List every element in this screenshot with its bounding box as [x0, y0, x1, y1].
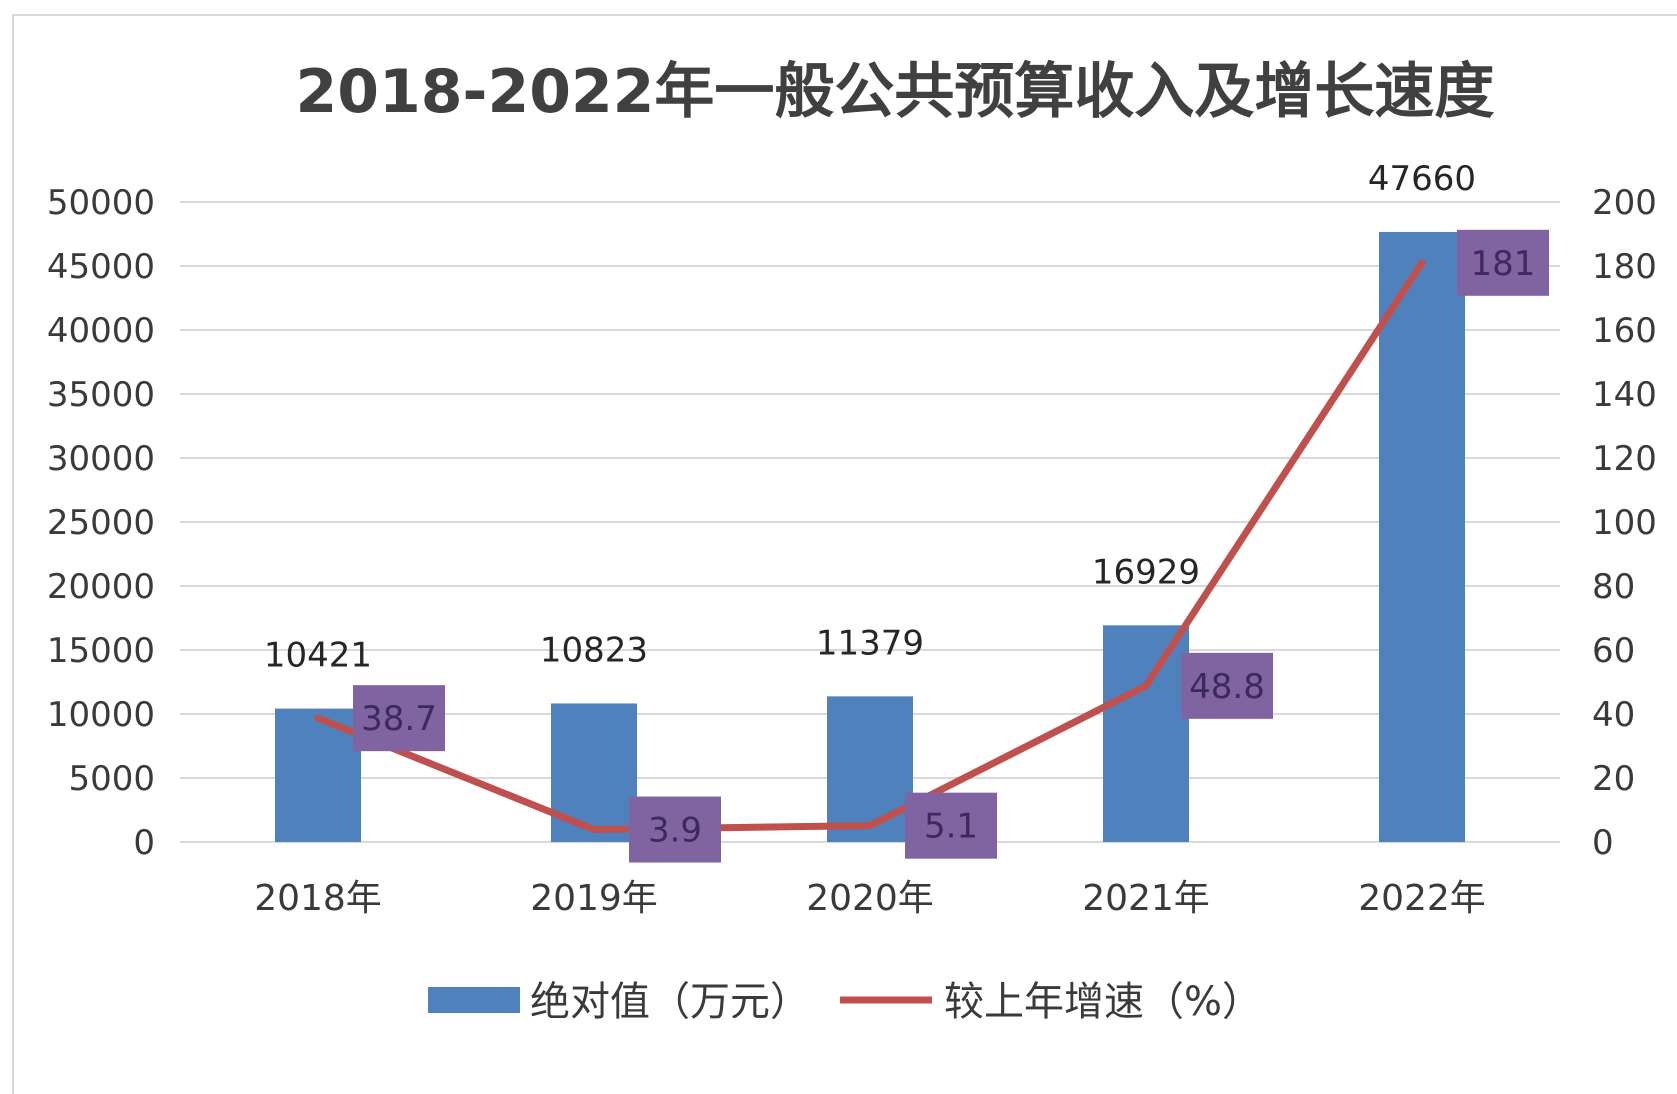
left-tick-label: 40000: [47, 311, 155, 351]
right-tick-label: 40: [1592, 695, 1635, 735]
chart-svg: 2018-2022年一般公共预算收入及增长速度 0 5000 10000 15000 2…: [47, 57, 1657, 1025]
left-tick-label: 20000: [47, 567, 155, 607]
x-axis-ticks: 2018年 2019年 2020年 2021年 2022年: [254, 878, 1486, 919]
legend-label-bar: 绝对值（万元）: [530, 979, 810, 1025]
line-point: [866, 822, 874, 830]
right-tick-label: 100: [1592, 503, 1657, 543]
line-data-label-box: [629, 796, 721, 863]
chart-title: 2018-2022年一般公共预算收入及增长速度: [296, 57, 1495, 127]
x-tick-label: 2018年: [254, 878, 382, 919]
right-tick-label: 180: [1592, 247, 1657, 287]
line-data-label-box: [905, 792, 997, 859]
x-tick-label: 2022年: [1358, 878, 1486, 919]
bar-data-label: 10421: [264, 636, 372, 676]
bar-data-label: 11379: [816, 623, 924, 663]
line-data-label-box: [1181, 652, 1273, 719]
bar-data-labels: 10421 10823 11379 16929 47660: [264, 159, 1476, 676]
left-tick-label: 10000: [47, 695, 155, 735]
left-tick-label: 35000: [47, 375, 155, 415]
line-data-label: 181: [1471, 244, 1536, 284]
line-point: [314, 714, 322, 722]
line-data-label: 48.8: [1189, 667, 1265, 707]
bar: [551, 703, 637, 842]
chart-frame: [12, 14, 1677, 1094]
left-tick-label: 5000: [68, 759, 155, 799]
legend: 绝对值（万元） 较上年增速（%）: [428, 979, 1262, 1025]
x-tick-label: 2021年: [1082, 878, 1210, 919]
left-tick-label: 25000: [47, 503, 155, 543]
line-point: [590, 826, 598, 834]
right-axis-ticks: 0 20 40 60 80 100 120 140 160 180 200: [1592, 183, 1657, 863]
x-tick-label: 2019年: [530, 878, 658, 919]
line-data-label: 3.9: [648, 811, 702, 851]
bar-series: [275, 231, 1465, 842]
left-tick-label: 50000: [47, 183, 155, 223]
line-data-label-box: [1457, 229, 1549, 296]
right-tick-label: 160: [1592, 311, 1657, 351]
left-tick-label: 30000: [47, 439, 155, 479]
left-tick-label: 0: [133, 823, 155, 863]
right-tick-label: 60: [1592, 631, 1635, 671]
line-data-label: 5.1: [924, 807, 978, 847]
right-tick-label: 200: [1592, 183, 1657, 223]
right-tick-label: 20: [1592, 759, 1635, 799]
line-series: [314, 259, 1426, 834]
line-point: [1142, 682, 1150, 690]
legend-swatch-bar: [428, 987, 520, 1013]
bar: [1103, 625, 1189, 842]
bar: [1379, 231, 1465, 842]
line-data-labels: 38.7 3.9 5.1 48.8 181: [353, 229, 1549, 863]
bar: [827, 696, 913, 842]
right-tick-label: 80: [1592, 567, 1635, 607]
right-tick-label: 120: [1592, 439, 1657, 479]
right-tick-label: 140: [1592, 375, 1657, 415]
left-axis-ticks: 0 5000 10000 15000 20000 25000 30000 35000 40000…: [47, 183, 155, 863]
line-data-label-box: [353, 685, 445, 752]
bar-data-label: 16929: [1092, 552, 1200, 592]
line-data-label: 38.7: [361, 699, 437, 739]
bar-data-label: 47660: [1368, 159, 1476, 199]
legend-label-line: 较上年增速（%）: [944, 979, 1262, 1025]
bar-data-label: 10823: [540, 630, 648, 670]
line-point: [1418, 259, 1426, 267]
left-tick-label: 15000: [47, 631, 155, 671]
x-tick-label: 2020年: [806, 878, 934, 919]
right-tick-label: 0: [1592, 823, 1614, 863]
left-tick-label: 45000: [47, 247, 155, 287]
